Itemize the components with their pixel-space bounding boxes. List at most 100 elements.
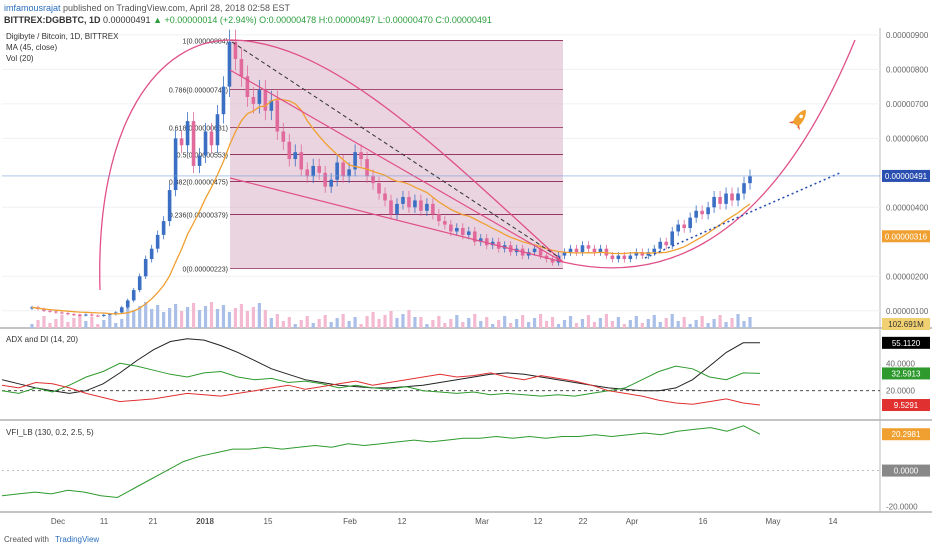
volume-bar: [706, 323, 710, 328]
candle-body: [646, 252, 651, 256]
candle-body: [712, 196, 716, 208]
candle-body: [580, 245, 585, 253]
volume-bar: [311, 323, 315, 328]
adx-tick-label: 20.0000: [886, 387, 915, 396]
candle-body: [119, 307, 124, 313]
volume-bar: [299, 320, 303, 328]
candle-body: [634, 252, 639, 256]
rocket-icon: [788, 109, 806, 131]
header: imfamousrajat published on TradingView.c…: [0, 0, 932, 28]
arc-curve: [99, 39, 564, 291]
price-tick-label: 0.00000700: [886, 100, 929, 109]
candle-body: [90, 314, 94, 316]
candle-body: [742, 183, 746, 194]
fib-level-label: 0.5(0.00000553): [177, 153, 228, 160]
candle-body: [161, 221, 166, 235]
price-tick-label: 0.00000600: [886, 134, 929, 143]
high-value: H:0.00000497: [318, 15, 376, 25]
price-tick-label: 0.00000200: [886, 272, 929, 281]
volume-bar: [156, 305, 160, 328]
candle-body: [694, 210, 698, 218]
candle-body: [592, 248, 597, 253]
candle-body: [550, 259, 555, 263]
volume-bar: [610, 321, 614, 328]
volume-bar: [425, 324, 429, 328]
volume-bar: [341, 314, 345, 328]
adx-legend: ADX and DI (14, 20): [6, 335, 79, 344]
volume-bar: [263, 310, 267, 328]
moving-average-line: [31, 98, 751, 315]
candle-body: [389, 200, 393, 215]
candle-body: [311, 165, 316, 177]
candle-body: [401, 196, 405, 204]
volume-bar: [42, 316, 46, 328]
candle-body: [616, 255, 621, 260]
candle-body: [598, 248, 603, 253]
volume-bar: [664, 318, 668, 328]
volume-bar: [251, 307, 255, 328]
volume-bar: [431, 320, 435, 328]
candle-body: [251, 96, 256, 104]
volume-bar: [197, 310, 202, 328]
volume-bar: [443, 323, 447, 328]
last-price-box: [882, 169, 930, 182]
volume-bar: [245, 311, 249, 328]
volume-bar: [72, 318, 76, 328]
volume-bar: [634, 316, 638, 328]
time-tick-label: 2018: [196, 517, 214, 526]
volume-bar: [742, 321, 746, 328]
ma-legend: MA (45, close): [6, 43, 58, 52]
candle-body: [490, 241, 495, 246]
candle-body: [682, 224, 686, 228]
volume-bar: [473, 314, 477, 328]
candle-body: [299, 152, 304, 170]
volume-bar: [281, 321, 285, 328]
candle-body: [574, 248, 579, 253]
volume-bar: [736, 314, 740, 328]
fib-level-label: 0.382(0.00000475): [169, 179, 228, 186]
candle-body: [197, 155, 202, 166]
volume-bar: [90, 317, 94, 328]
volume-bar: [568, 316, 573, 328]
candle-body: [610, 255, 615, 260]
volume-bar: [521, 315, 525, 328]
candle-body: [736, 193, 740, 201]
candle-body: [221, 86, 226, 115]
candle-body: [371, 176, 375, 184]
candle-body: [407, 196, 411, 208]
volume-bar: [401, 314, 405, 328]
adx-series-box-label: 55.1120: [892, 339, 921, 348]
candle-body: [245, 76, 250, 97]
volume-bar: [215, 309, 220, 328]
volume-bar: [353, 317, 357, 328]
footer: Created with TradingView: [4, 535, 99, 544]
volume-bar: [604, 314, 608, 328]
volume-bar: [640, 323, 644, 328]
author-link[interactable]: imfamousrajat: [4, 3, 61, 13]
volume-bar: [676, 321, 680, 328]
volume-bar: [114, 323, 118, 328]
quote-line: BITTREX:DGBBTC, 1D 0.00000491 ▲ +0.00000…: [4, 15, 492, 25]
volume-bar: [221, 305, 226, 328]
volume-bar: [239, 304, 244, 328]
volume-bar: [102, 320, 106, 328]
candle-body: [652, 248, 657, 253]
candle-body: [227, 41, 232, 87]
volume-bar: [84, 321, 88, 328]
volume-bar: [533, 318, 537, 328]
candle-body: [586, 245, 591, 249]
volume-bar: [395, 318, 399, 328]
candle-body: [203, 131, 208, 156]
candle-body: [143, 259, 148, 277]
candle-body: [478, 238, 483, 242]
volume-bar: [449, 319, 453, 328]
volume-bar: [497, 320, 501, 328]
time-tick-label: 14: [829, 517, 838, 526]
adx-series-box: [882, 399, 930, 412]
publish-line: imfamousrajat published on TradingView.c…: [4, 3, 290, 13]
tradingview-logo[interactable]: TradingView: [55, 535, 100, 544]
candle-body: [293, 152, 298, 160]
candle-body: [305, 169, 310, 177]
time-tick-label: 12: [534, 517, 543, 526]
